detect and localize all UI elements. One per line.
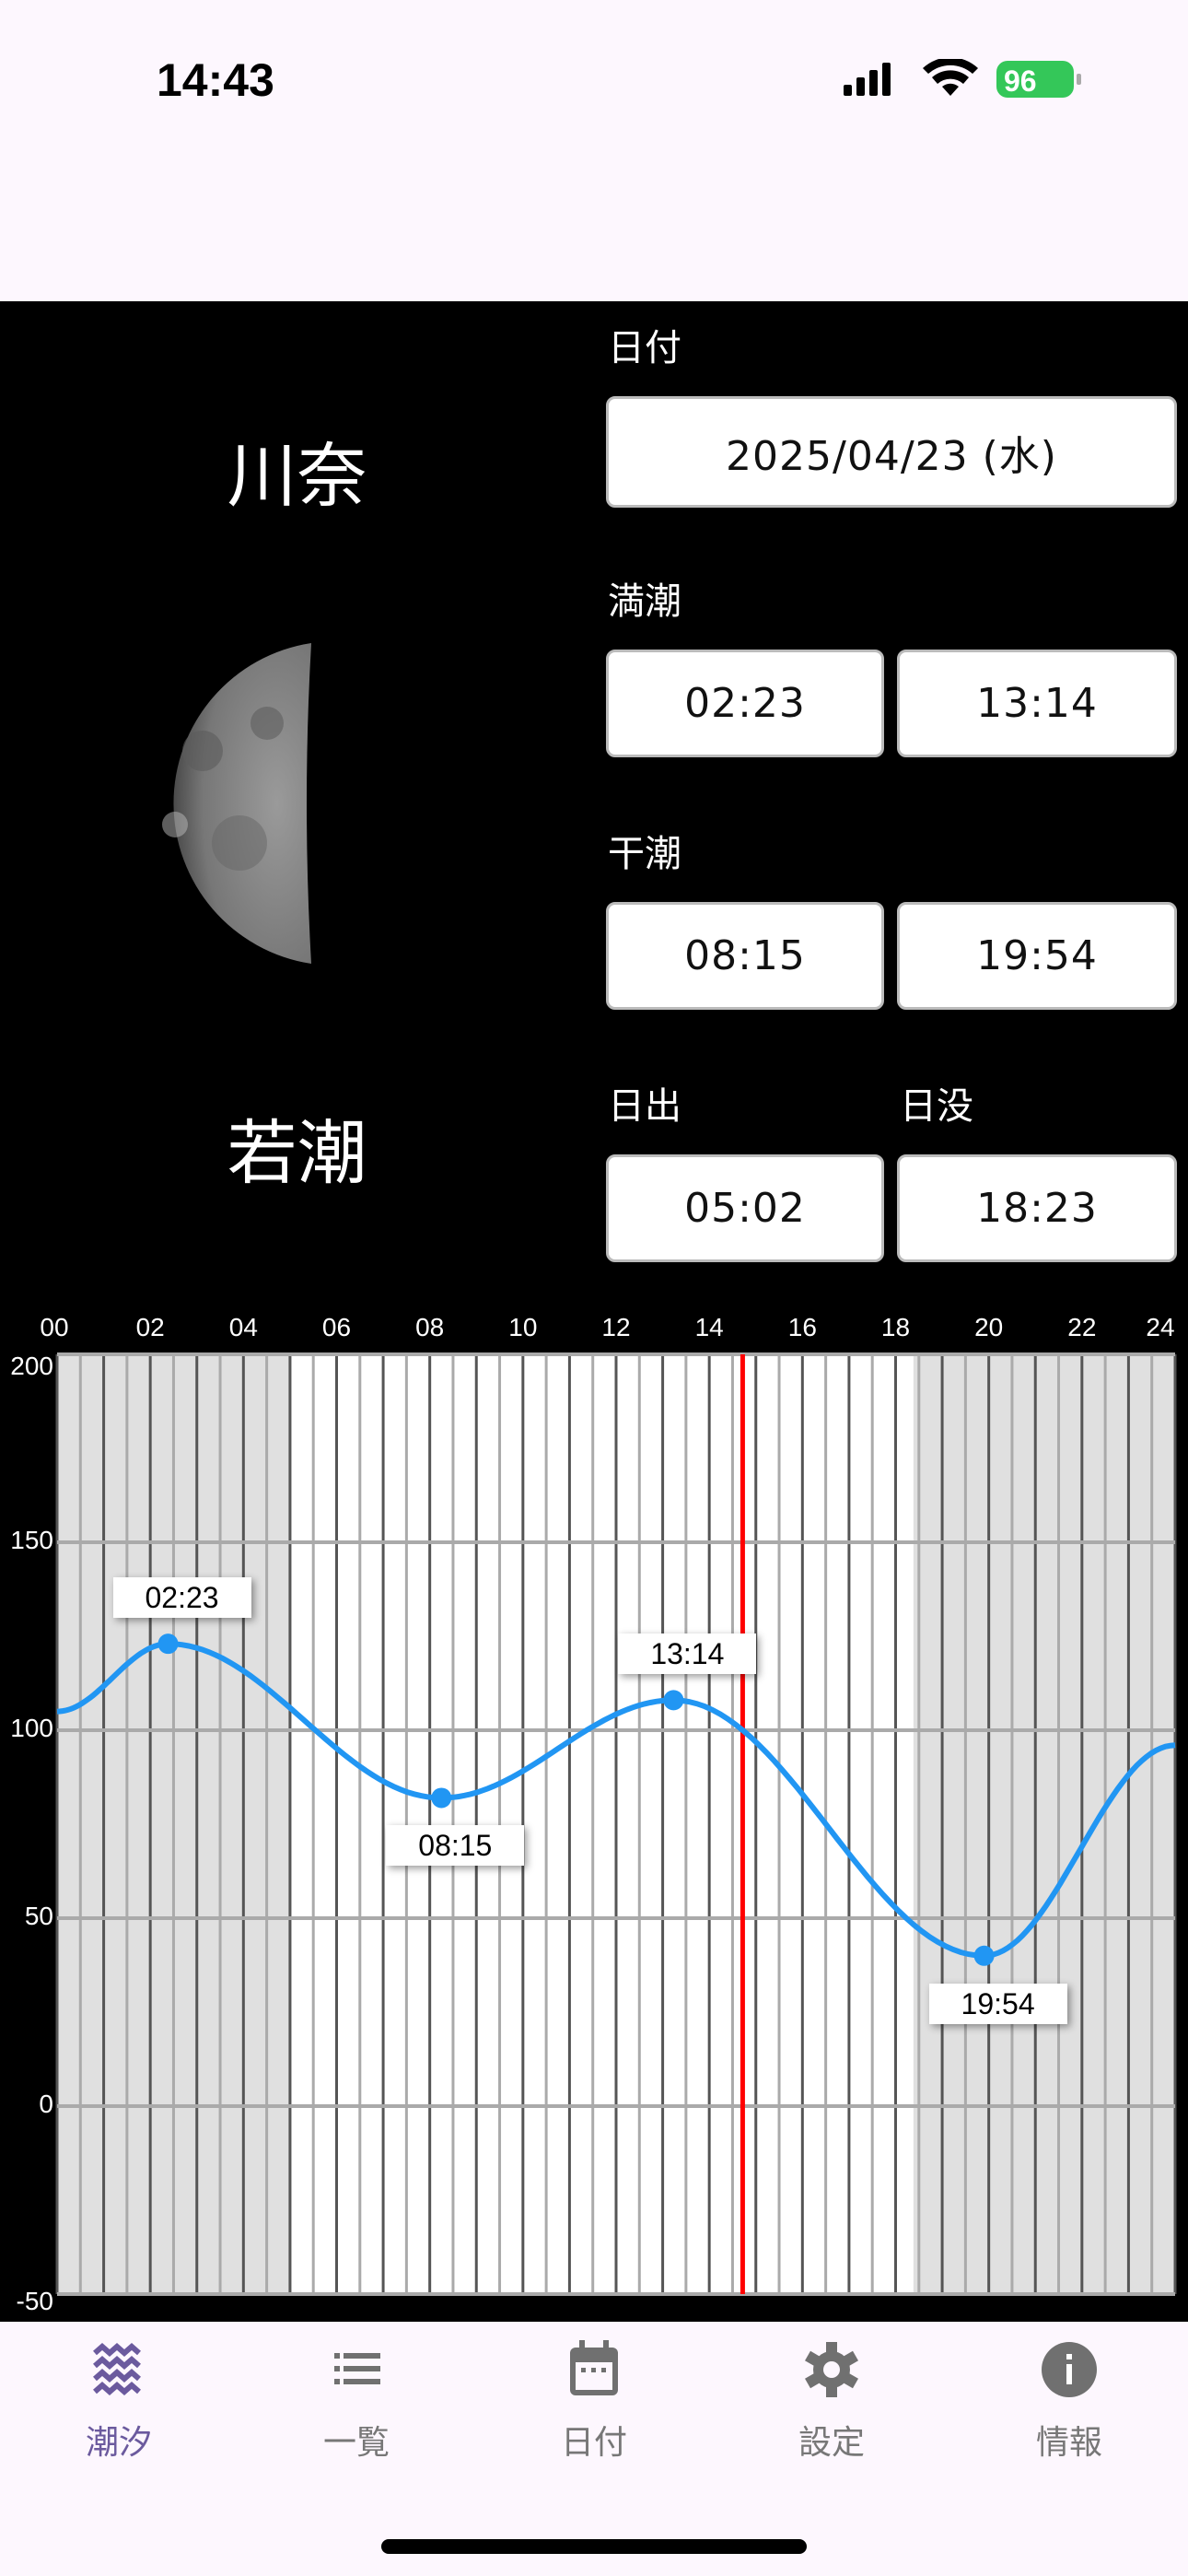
night-shade-after-sunset (913, 1354, 1175, 2294)
tide-time-label: 08:15 (386, 1825, 525, 1867)
date-field[interactable]: 2025/04/23 (水) (606, 396, 1177, 508)
tide-extreme-point (431, 1787, 452, 1809)
high-tide-label: 満潮 (608, 580, 681, 623)
sunset-label: 日没 (900, 1085, 973, 1128)
high-tide-2: 13:14 (897, 650, 1177, 757)
tab-label: 潮汐 (85, 2424, 152, 2462)
date-label: 日付 (608, 327, 681, 369)
low-tide-2: 19:54 (897, 902, 1177, 1010)
waves-icon (93, 2343, 141, 2395)
x-tick-label: 14 (694, 1313, 724, 1341)
tide-chart (55, 1352, 1177, 2296)
gear-icon (805, 2342, 858, 2397)
moon-phase-image (162, 643, 311, 964)
tab-gear[interactable]: 設定 (713, 2340, 950, 2464)
x-tick-label: 04 (228, 1313, 258, 1341)
tide-curve (56, 1641, 1176, 1959)
y-tick-label: 200 (10, 1352, 53, 1380)
x-tick-label: 06 (321, 1313, 352, 1341)
x-tick-label: 08 (415, 1313, 445, 1341)
sunset-time: 18:23 (897, 1154, 1177, 1262)
tide-extreme-point (663, 1690, 684, 1711)
y-tick-label: -50 (16, 2287, 53, 2315)
tide-time-label: 13:14 (618, 1633, 757, 1675)
tide-extreme-point (973, 1945, 995, 1966)
x-tick-label: 16 (787, 1313, 817, 1341)
tab-info[interactable]: 情報 (950, 2340, 1188, 2464)
low-tide-1: 08:15 (606, 902, 884, 1010)
tab-label: 一覧 (322, 2424, 390, 2462)
y-tick-label: 150 (10, 1526, 53, 1554)
battery-level: 96 (1004, 64, 1037, 98)
y-tick-label: 100 (10, 1714, 53, 1742)
tab-calendar[interactable]: 日付 (475, 2340, 713, 2464)
x-tick-label: 10 (508, 1313, 538, 1341)
x-tick-label: 00 (40, 1313, 69, 1341)
x-tick-label: 24 (1146, 1313, 1175, 1341)
wifi-icon (923, 59, 978, 96)
tide-time-label: 02:23 (112, 1577, 251, 1619)
x-tick-label: 18 (880, 1313, 911, 1341)
sunrise-time: 05:02 (606, 1154, 884, 1262)
tab-list[interactable]: 一覧 (238, 2340, 475, 2464)
tab-waves[interactable]: 潮汐 (0, 2340, 238, 2464)
signal-icon (844, 63, 891, 96)
calendar-icon (570, 2340, 618, 2395)
y-tick-label: 50 (24, 1902, 53, 1930)
tide-name: 若潮 (227, 1112, 367, 1194)
tab-label: 情報 (1035, 2424, 1102, 2462)
status-time: 14:43 (157, 54, 274, 106)
x-tick-label: 02 (135, 1313, 165, 1341)
status-icons: 96 (844, 59, 1081, 98)
high-tide-1: 02:23 (606, 650, 884, 757)
list-icon (334, 2353, 380, 2384)
tide-extreme-point (157, 1633, 179, 1655)
tab-label: 設定 (798, 2424, 865, 2462)
tide-time-label: 19:54 (928, 1983, 1067, 2024)
x-tick-label: 12 (601, 1313, 631, 1341)
x-tick-label: 22 (1067, 1313, 1097, 1341)
low-tide-label: 干潮 (608, 833, 681, 875)
y-tick-label: 0 (39, 2090, 53, 2118)
location-name: 川奈 (227, 435, 367, 517)
battery-icon (996, 61, 1074, 98)
sunrise-label: 日出 (608, 1085, 681, 1128)
x-tick-label: 20 (974, 1313, 1004, 1341)
tab-label: 日付 (560, 2424, 627, 2462)
home-indicator (381, 2539, 807, 2554)
info-icon (1042, 2342, 1097, 2397)
